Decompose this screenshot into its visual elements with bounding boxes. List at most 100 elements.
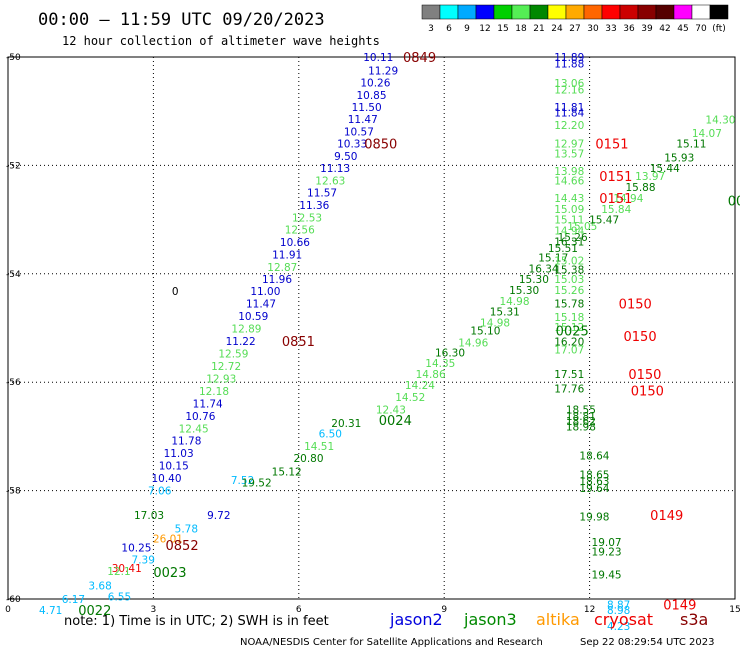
legend-label: 36 — [623, 24, 635, 34]
color-legend: 3 6 9 12 15 18 21 24 27 30 33 36 39 42 45 70 (ft) — [421, 4, 729, 34]
data-point: 16.31 — [554, 236, 584, 248]
data-point: 14.51 — [304, 441, 334, 453]
data-point: 5.78 — [175, 524, 198, 536]
legend-label: 45 — [677, 24, 688, 34]
data-point: 15.51 — [548, 243, 578, 255]
data-point: 10.15 — [159, 461, 189, 473]
y-tick-label: -52 — [6, 161, 21, 171]
legend-label: 42 — [659, 24, 670, 34]
y-tick-label: -60 — [6, 595, 21, 605]
legend-label: 12 — [479, 24, 490, 34]
legend-label: 70 — [695, 24, 707, 34]
data-point: 20.31 — [331, 418, 361, 430]
time-marker: 0149 — [663, 598, 696, 613]
legend-swatch — [673, 4, 693, 20]
data-point: 15.09 — [554, 204, 584, 216]
data-point: 11.13 — [320, 163, 350, 175]
data-point: 12.93 — [206, 373, 236, 385]
data-point: 10.33 — [337, 139, 367, 151]
data-point: 9.50 — [334, 151, 357, 163]
legend-swatch — [529, 4, 549, 20]
data-point: 12.59 — [218, 348, 248, 360]
data-point: 10.85 — [356, 90, 386, 102]
legend-label: 3 — [428, 24, 434, 34]
time-marker: 0852 — [166, 539, 199, 554]
plot-border — [7, 56, 736, 600]
x-tick-label: 12 — [584, 605, 595, 615]
data-point: 15.93 — [664, 152, 694, 164]
data-point: 14.98 — [499, 296, 529, 308]
data-point: 11.96 — [262, 274, 292, 286]
data-point: 15.12 — [272, 467, 302, 479]
legend-swatch — [547, 4, 567, 20]
legend-swatch — [691, 4, 711, 20]
data-point: 8.98 — [607, 605, 630, 617]
x-tick-label: 9 — [441, 605, 447, 615]
data-point: 11.22 — [226, 336, 256, 348]
legend-label: 21 — [533, 24, 544, 34]
data-point: 0 — [172, 286, 179, 298]
data-point: 18.81 — [566, 411, 596, 423]
legend-swatch — [709, 4, 729, 20]
legend-swatch — [493, 4, 513, 20]
data-point: 14.94 — [613, 193, 643, 205]
data-point: 11.36 — [299, 200, 329, 212]
data-point: 12.45 — [179, 423, 209, 435]
x-tick-label: 6 — [296, 605, 302, 615]
data-point: 11.84 — [554, 107, 584, 119]
legend-label: 15 — [497, 24, 508, 34]
data-point: 12.43 — [376, 404, 406, 416]
data-point: 14.98 — [480, 318, 510, 330]
data-point: 6.55 — [108, 591, 131, 603]
data-point: 18.63 — [579, 476, 609, 488]
data-point: 7.52 — [231, 475, 254, 487]
data-point: 15.17 — [538, 253, 568, 265]
y-tick-label: -58 — [6, 487, 21, 497]
plot-area — [7, 56, 736, 600]
data-point: 17.03 — [134, 510, 164, 522]
data-point: 19.23 — [592, 546, 622, 558]
data-point: 19.07 — [592, 537, 622, 549]
data-point: 17.76 — [554, 384, 584, 396]
data-point: 11.91 — [272, 249, 302, 261]
time-marker: 0150 — [619, 298, 652, 313]
legend-swatch — [421, 4, 441, 20]
data-point: 20.80 — [293, 453, 323, 465]
time-markers: 0849085008510852002300220024002500015101… — [78, 51, 740, 619]
data-point: 15.47 — [589, 215, 619, 227]
satellite-name: jason3 — [463, 610, 517, 629]
data-point: 10.40 — [151, 473, 181, 485]
data-point: 15.12 — [554, 322, 584, 334]
data-point: 3.68 — [88, 580, 111, 592]
data-point: 13.06 — [554, 78, 584, 90]
data-point: 6.50 — [319, 429, 342, 441]
data-point: 14.94 — [554, 225, 584, 237]
data-point: 17.07 — [554, 345, 584, 357]
legend-swatch — [583, 4, 603, 20]
data-point: 11.81 — [554, 102, 584, 114]
time-marker: 00 — [728, 195, 740, 210]
data-point: 30.41 — [112, 563, 142, 575]
data-point: 15.03 — [554, 274, 584, 286]
data-point: 11.57 — [307, 188, 337, 200]
legend-label: (ft) — [712, 24, 726, 34]
legend-label: 24 — [551, 24, 563, 34]
time-marker: 0150 — [631, 384, 664, 399]
data-point: 10.25 — [121, 543, 151, 555]
legend-swatch — [655, 4, 675, 20]
data-point: 15.84 — [601, 204, 631, 216]
time-marker: 0149 — [650, 509, 683, 524]
legend-swatch — [475, 4, 495, 20]
time-marker: 0850 — [364, 138, 397, 153]
data-point: 12.87 — [267, 262, 297, 274]
data-point: 15.26 — [554, 285, 584, 297]
data-point: 10.57 — [344, 126, 374, 138]
data-point: 14.86 — [416, 369, 446, 381]
data-point: 11.88 — [554, 59, 584, 71]
data-point: 12.89 — [231, 324, 261, 336]
data-point: 15.11 — [554, 215, 584, 227]
legend-swatch — [439, 4, 459, 20]
data-point: 16.34 — [529, 263, 559, 275]
data-point: 4.71 — [39, 605, 62, 617]
data-point: 13.97 — [635, 171, 665, 183]
